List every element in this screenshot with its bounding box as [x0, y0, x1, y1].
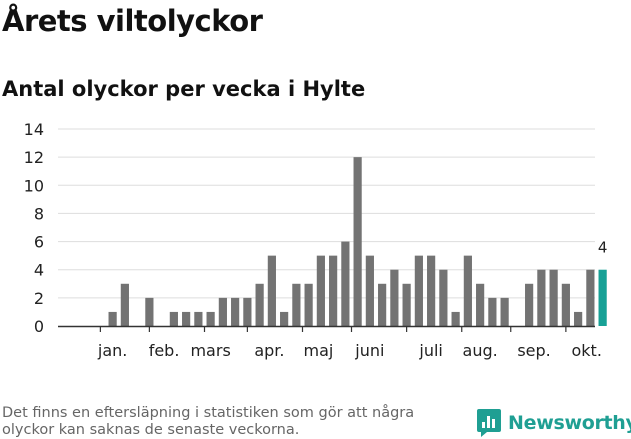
bar — [476, 283, 485, 326]
brand-logo: Newsworthy — [476, 408, 631, 438]
bar — [427, 255, 436, 326]
bar-highlight — [598, 269, 607, 326]
bar — [194, 311, 203, 326]
x-tick-label: feb. — [149, 341, 180, 360]
bar — [586, 269, 595, 326]
chart-subtitle: Antal olyckor per vecka i Hylte — [2, 77, 366, 101]
bar — [182, 311, 191, 326]
bar — [169, 311, 178, 326]
bar — [561, 283, 570, 326]
bar — [365, 255, 374, 326]
x-tick-label: maj — [304, 341, 334, 360]
y-tick-label: 4 — [34, 261, 44, 280]
bar — [378, 283, 387, 326]
y-tick-label: 8 — [34, 204, 44, 223]
brand-name: Newsworthy — [508, 412, 631, 434]
x-tick-label: aug. — [463, 341, 498, 360]
bar — [451, 311, 460, 326]
bar — [574, 311, 583, 326]
x-tick-label: apr. — [254, 341, 284, 360]
x-tick-label: sep. — [517, 341, 550, 360]
bar — [402, 283, 411, 326]
newsworthy-logo-icon — [477, 409, 501, 437]
bar — [500, 297, 509, 326]
bar — [525, 283, 534, 326]
bar — [439, 269, 448, 326]
y-axis-ticks: 0 2 4 6 8 10 12 14 — [24, 120, 44, 336]
x-tick-label: jan. — [97, 341, 127, 360]
data-label-last: 4 — [598, 239, 608, 257]
bar — [280, 311, 289, 326]
footnote: Det finns en eftersläpning i statistiken… — [2, 405, 415, 438]
bar — [304, 283, 313, 326]
y-tick-label: 0 — [34, 317, 44, 336]
bar — [108, 311, 117, 326]
y-tick-label: 6 — [34, 233, 44, 252]
bar — [231, 297, 240, 326]
data-labels: 4 — [598, 239, 608, 257]
y-tick-label: 10 — [24, 176, 44, 195]
x-tick-label: mars — [190, 341, 230, 360]
y-tick-label: 2 — [34, 289, 44, 308]
bar — [243, 297, 252, 326]
bar — [414, 255, 423, 326]
chart-title: Årets viltolyckor — [2, 4, 263, 38]
y-tick-label: 14 — [24, 120, 44, 139]
y-tick-label: 12 — [24, 148, 44, 167]
bar — [255, 283, 264, 326]
bar — [120, 283, 129, 326]
x-tick-label: juli — [418, 341, 442, 360]
bar — [292, 283, 301, 326]
bar — [463, 255, 472, 326]
x-tick-label: juni — [354, 341, 384, 360]
bar — [316, 255, 325, 326]
bars — [108, 157, 607, 326]
bar — [549, 269, 558, 326]
bar — [218, 297, 227, 326]
bar — [488, 297, 497, 326]
bar — [390, 269, 399, 326]
bar — [206, 311, 215, 326]
bar — [329, 255, 338, 326]
grid-lines — [58, 128, 595, 299]
bar — [353, 157, 362, 326]
bar — [341, 241, 350, 326]
x-axis-ticks: jan. feb. mars apr. maj juni juli aug. sep. okt. — [97, 326, 602, 360]
bar — [537, 269, 546, 326]
bar — [267, 255, 276, 326]
bar — [145, 297, 154, 326]
x-tick-label: okt. — [571, 341, 601, 360]
